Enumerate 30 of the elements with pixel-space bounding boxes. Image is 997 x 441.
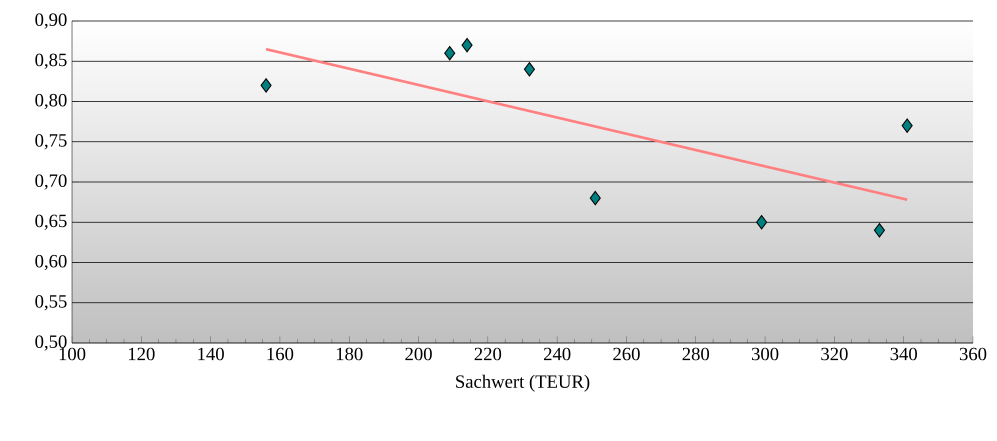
y-tick-label: 0,75	[35, 134, 67, 150]
point	[444, 46, 456, 60]
x-tick-label: 200	[405, 348, 432, 360]
x-tick-label: 320	[821, 348, 848, 360]
point	[260, 78, 272, 93]
point	[590, 190, 601, 206]
x-tick-label: 280	[682, 348, 710, 360]
y-tick-label: 0,55	[35, 295, 67, 310]
point	[524, 62, 535, 76]
y-tick-label: 0,60	[35, 254, 67, 270]
x-tick-label: 340	[890, 348, 917, 360]
point	[874, 223, 885, 238]
y-tick-label: 0,85	[35, 54, 67, 69]
x-tick-label: 120	[128, 348, 155, 360]
point	[462, 38, 473, 52]
point	[756, 215, 768, 230]
point	[902, 118, 913, 133]
x-axis-title: Sachwert (TEUR)	[456, 374, 590, 392]
x-tick-label: 300	[752, 348, 778, 360]
x-tick-label: 260	[613, 348, 640, 360]
y-tick-label: 0,70	[35, 174, 67, 190]
x-tick-label: 180	[336, 348, 363, 360]
x-tick-label: 140	[198, 348, 224, 360]
x-tick-label: 240	[544, 348, 570, 360]
y-tick-label: 0,65	[35, 214, 67, 230]
y-tick-label: 0,80	[35, 94, 67, 110]
x-tick-label: 160	[268, 348, 294, 360]
x-tick-label: 220	[474, 348, 502, 360]
x-tick-label: 360	[960, 348, 986, 360]
y-tick-label: 0,90	[35, 13, 67, 29]
